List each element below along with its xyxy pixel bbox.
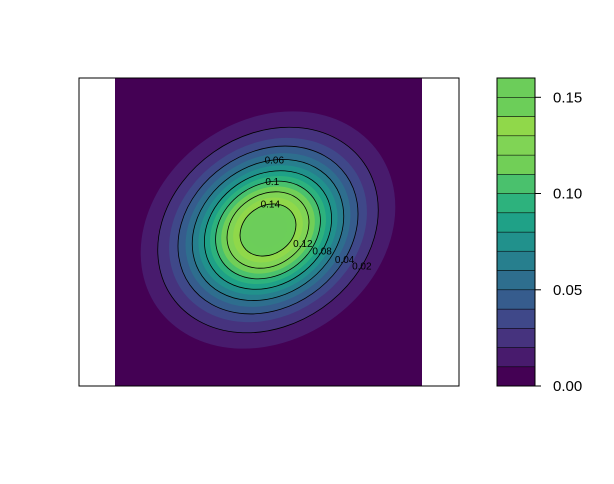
colorbar-segment-0 — [496, 366, 536, 387]
colorbar-segment-14 — [496, 97, 536, 117]
colorbar-axis: 0.00 0.05 0.10 0.15 — [535, 89, 582, 395]
colorbar-segment-7 — [496, 231, 536, 252]
colorbar-segment-15 — [496, 77, 536, 98]
colorbar-segment-10 — [496, 174, 536, 194]
colorbar-segment-8 — [496, 212, 536, 233]
colorbar-segment-9 — [496, 193, 536, 214]
colorbar-segment-12 — [496, 135, 536, 156]
contour-label-1: 0.04 — [335, 255, 355, 266]
contour-lines — [157, 126, 379, 334]
contour-label-6: 0.14 — [261, 200, 281, 211]
colorbar — [496, 77, 536, 387]
contour-label-3: 0.08 — [312, 246, 332, 257]
colorbar-tick-label-2: 0.10 — [553, 186, 582, 203]
contour-label-5: 0.12 — [293, 239, 313, 250]
band-15 — [248, 211, 288, 249]
contour-label-0: 0.02 — [352, 262, 372, 273]
filled-contour-bands — [115, 78, 422, 386]
colorbar-segment-2 — [496, 328, 536, 348]
colorbar-segment-11 — [496, 154, 536, 175]
plot-frame — [78, 77, 460, 387]
contour-line-0 — [157, 126, 379, 334]
contour-line-6 — [239, 203, 297, 257]
contour-labels: 0.020.04 0.06 0.08 0.1 0.12 0.14 — [261, 155, 372, 273]
colorbar-segment-13 — [496, 116, 536, 137]
colorbar-tick-label-0: 0.00 — [553, 378, 582, 395]
colorbar-segment-5 — [496, 270, 536, 291]
contour-label-4: 0.1 — [265, 177, 279, 188]
contour-line-3 — [203, 170, 333, 290]
contour-line-1 — [177, 145, 359, 315]
contour-line-2 — [191, 159, 345, 301]
contour-label-2: 0.06 — [265, 155, 285, 166]
colorbar-segment-1 — [496, 347, 536, 368]
colorbar-segment-4 — [496, 289, 536, 310]
colorbar-tick-label-3: 0.15 — [553, 89, 582, 106]
colorbar-segment-3 — [496, 308, 536, 329]
colorbar-segment-6 — [496, 250, 536, 271]
contour-line-4 — [215, 180, 321, 280]
colorbar-tick-label-1: 0.05 — [553, 282, 582, 299]
contour-line-5 — [226, 191, 310, 269]
colorbar-frame — [496, 77, 536, 387]
